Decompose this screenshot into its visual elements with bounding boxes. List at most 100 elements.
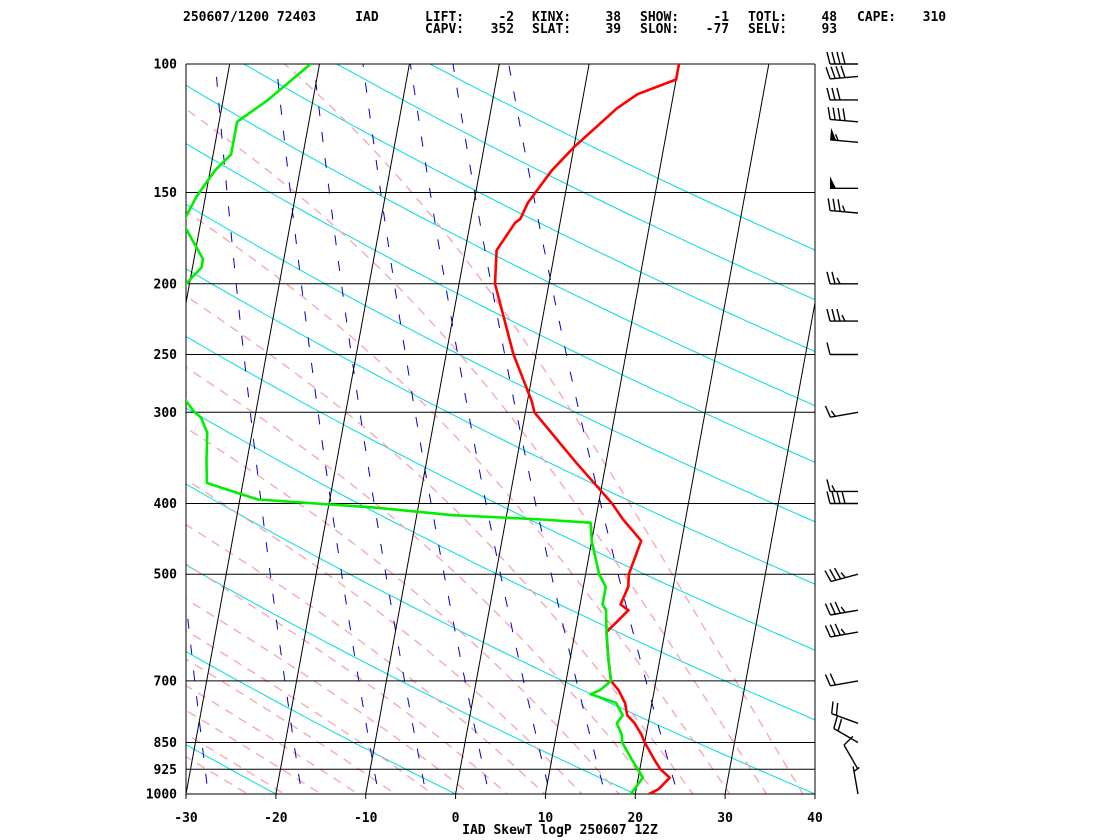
dry-adiabat: [186, 564, 637, 794]
mixing-ratio-line: [214, 64, 303, 794]
index-capv: CAPV: 352: [425, 22, 514, 37]
background-lines: [0, 64, 815, 810]
index-label: SLON:: [640, 22, 680, 37]
wind-barb: [826, 479, 858, 493]
index-totl: TOTL: 48: [748, 10, 837, 25]
barb-feather: [841, 205, 846, 213]
dry-adiabat: [186, 268, 815, 585]
wind-barb: [825, 65, 859, 80]
isotherm: [0, 64, 50, 794]
barb-feather: [824, 674, 832, 687]
pressure-label: 1000: [146, 788, 177, 803]
wind-barb: [830, 127, 859, 143]
dry-adiabat: [186, 203, 815, 523]
barb-feather: [841, 491, 846, 504]
barb-feather: [834, 134, 839, 141]
index-value: -77: [705, 22, 730, 37]
temperature-label: 30: [717, 811, 733, 826]
mixing-ratio-line: [508, 64, 679, 794]
barb-feather: [827, 198, 831, 211]
barb-feather: [826, 271, 831, 284]
barb-feather: [837, 107, 841, 121]
barb-feather: [824, 405, 832, 418]
index-value: 39: [605, 22, 622, 37]
dry-adiabat: [0, 64, 123, 810]
barb-feather: [824, 603, 832, 616]
pressure-label: 300: [154, 406, 178, 421]
wind-barb: [826, 51, 858, 65]
wind-barb: [827, 198, 859, 214]
wind-barb: [824, 405, 859, 418]
barb-feather: [831, 271, 836, 284]
header-station: 250607/1200 72403 IAD: [183, 10, 379, 25]
barb-feather: [824, 625, 832, 638]
wind-barb: [824, 623, 859, 638]
barb-feather: [837, 718, 843, 732]
barb-feather: [831, 308, 836, 322]
barb-feather: [836, 51, 841, 65]
pressure-label: 925: [154, 763, 177, 778]
barb-feather: [831, 51, 836, 65]
barb-feather: [840, 606, 846, 613]
wind-barb: [826, 308, 858, 322]
pressure-label: 100: [154, 58, 178, 73]
wind-barb: [843, 735, 859, 770]
index-label: CAPE:: [857, 10, 897, 25]
barb-pennant: [830, 127, 837, 141]
moist-adiabat: [186, 755, 250, 794]
wind-barb: [826, 342, 858, 356]
index-label: LIFT:: [425, 10, 465, 25]
barb-feather: [826, 51, 831, 65]
index-value: 93: [821, 22, 838, 37]
moist-adiabat: [186, 684, 360, 794]
index-label: SLAT:: [532, 22, 572, 37]
temperature-label: 40: [807, 811, 823, 826]
temperature-label: 20: [627, 811, 643, 826]
dry-adiabat: [186, 407, 815, 721]
pressure-label: 150: [154, 186, 178, 201]
barb-feather: [831, 87, 836, 101]
dry-adiabat: [186, 143, 815, 463]
moist-adiabat: [186, 478, 583, 794]
mixing-ratio-line: [452, 64, 606, 794]
index-value: 38: [605, 10, 622, 25]
index-label: CAPV:: [425, 22, 465, 37]
wind-barb: [826, 491, 858, 505]
wind-barb: [831, 701, 859, 724]
isotherm: [6, 64, 140, 794]
index-slat: SLAT: 39: [532, 22, 621, 37]
barb-feather: [830, 410, 836, 417]
moist-adiabat: [186, 427, 620, 794]
barb-feather: [826, 342, 831, 355]
mixing-ratio-line: [313, 64, 427, 794]
index-kinx: KINX: 38: [532, 10, 621, 25]
barb-feather: [833, 716, 838, 729]
barb-feather: [841, 314, 846, 322]
barb-feather: [840, 628, 846, 635]
index-selv: SELV: 93: [748, 22, 837, 37]
barb-feather: [829, 602, 836, 615]
moist-adiabat: [186, 523, 546, 794]
isobars: [185, 63, 816, 795]
barb-feather: [835, 66, 841, 79]
barb-feather: [836, 308, 841, 322]
isotherm: [275, 64, 410, 794]
pressure-label: 250: [154, 348, 178, 363]
barb-feather: [830, 66, 836, 79]
wind-barb: [833, 716, 859, 744]
pressure-label: 700: [154, 674, 178, 689]
moist-adiabat: [186, 108, 768, 794]
pressure-label: 500: [154, 568, 178, 583]
barb-feather: [824, 570, 832, 582]
barb-feather: [829, 569, 837, 581]
barb-staff: [833, 727, 859, 744]
barb-feather: [835, 703, 839, 716]
temperature-label: 0: [452, 811, 460, 826]
pressure-label: 850: [154, 736, 178, 751]
barb-pennant: [830, 176, 836, 189]
isotherm: [186, 64, 231, 306]
barb-feather: [836, 277, 841, 285]
index-label: SHOW:: [640, 10, 680, 25]
wind-barb: [827, 106, 859, 123]
